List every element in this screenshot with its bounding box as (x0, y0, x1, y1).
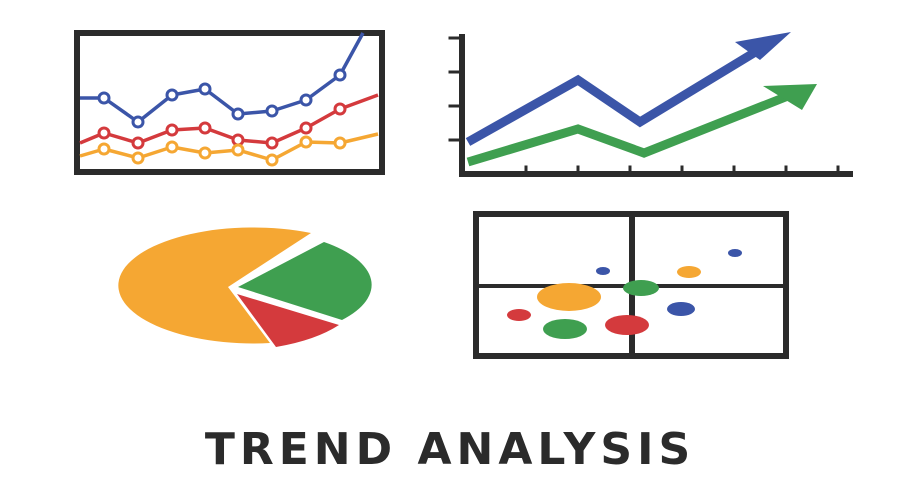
line-chart-icon (74, 30, 385, 175)
scatter-points (507, 249, 742, 339)
green-trend-arrow (466, 84, 817, 167)
pie-slice-red (237, 294, 339, 347)
line-chart-frame (74, 30, 385, 175)
caption-title: TREND ANALYSIS (204, 424, 696, 475)
line-chart-series-blue (80, 32, 365, 129)
arrows-chart-axes (448, 34, 853, 177)
pie-slice-orange (118, 227, 311, 344)
line-chart-series-orange (79, 132, 379, 167)
rising-arrows-chart-icon (448, 32, 853, 177)
scatter-plot-icon (473, 211, 789, 359)
blue-trend-arrow (465, 32, 791, 146)
pie-chart-icon (118, 227, 372, 347)
pie-slice-green (238, 242, 372, 320)
line-chart-series-red (79, 93, 379, 150)
